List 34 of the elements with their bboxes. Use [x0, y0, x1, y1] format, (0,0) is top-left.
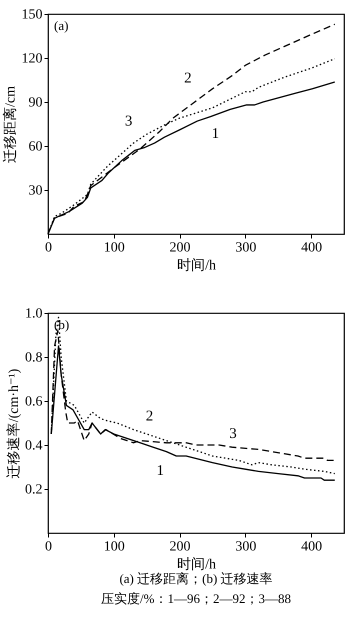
- y-axis-title: 迁移速率/(cm·h⁻¹): [6, 368, 22, 478]
- y-tick-label: 1.0: [25, 306, 42, 322]
- y-tick-label: 0.8: [25, 350, 42, 366]
- annotation: 2: [146, 408, 154, 425]
- y-axis-title: 迁移距离/cm: [2, 86, 18, 163]
- x-tick-label: 300: [235, 540, 256, 554]
- y-tick-label: 150: [22, 8, 42, 22]
- y-tick-label: 60: [28, 140, 42, 154]
- chart-title: (a): [54, 18, 68, 33]
- chart-title: (b): [54, 317, 70, 332]
- y-tick-label: 0.4: [25, 438, 42, 454]
- x-tick-label: 300: [235, 240, 256, 256]
- x-axis-title: 时间/h: [177, 258, 216, 274]
- x-axis-title: 时间/h: [177, 556, 216, 572]
- x-tick-label: 0: [45, 240, 52, 256]
- y-tick-label: 30: [28, 184, 42, 198]
- text: (a) 迁移距离；(b) 迁移速率: [119, 571, 273, 586]
- x-tick-label: 0: [45, 540, 52, 554]
- x-tick-label: 200: [170, 540, 191, 554]
- annotation: 3: [124, 113, 132, 130]
- y-tick-label: 90: [28, 96, 42, 110]
- y-tick-label: 0.6: [25, 394, 42, 410]
- y-tick-label: 120: [22, 52, 42, 66]
- x-tick-label: 200: [170, 240, 191, 256]
- x-tick-label: 100: [104, 540, 125, 554]
- text: 压实度/%：1—96；2—92；3—88: [101, 591, 291, 606]
- annotation: 1: [212, 126, 220, 142]
- y-tick-label: 0.2: [25, 482, 42, 498]
- annotation: 2: [184, 70, 192, 87]
- x-tick-label: 400: [301, 540, 322, 554]
- annotation: 3: [229, 426, 237, 442]
- x-tick-label: 100: [104, 240, 125, 256]
- annotation: 1: [156, 463, 164, 479]
- x-tick-label: 400: [301, 240, 322, 256]
